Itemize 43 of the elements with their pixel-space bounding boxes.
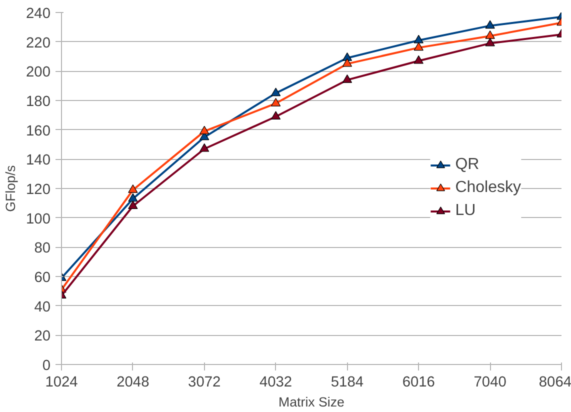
- point: [270, 111, 281, 120]
- point: [342, 58, 352, 67]
- legend-label: LU: [455, 202, 476, 220]
- point: [414, 34, 424, 44]
- y-tick-label: 200: [26, 64, 51, 81]
- y-tick-label: 40: [34, 299, 51, 316]
- x-tick-label: 3072: [188, 374, 221, 390]
- x-tick-label: 6016: [402, 374, 435, 390]
- point: [342, 74, 352, 83]
- x-tick-label: 1024: [45, 374, 78, 390]
- point: [342, 52, 352, 61]
- x-tick-label: 4032: [259, 374, 292, 390]
- y-axis-title: GFlop/s: [3, 164, 18, 212]
- y-tick-label: 160: [26, 123, 51, 140]
- y-tick-label: 180: [26, 94, 51, 110]
- point: [200, 143, 210, 152]
- point: [128, 200, 138, 209]
- point: [200, 126, 210, 134]
- y-tick-label: 100: [26, 211, 51, 228]
- y-tick-label: 60: [34, 270, 51, 286]
- point: [270, 88, 281, 96]
- y-tick-label: 220: [26, 35, 51, 52]
- x-tick-label: 2048: [116, 374, 150, 390]
- y-tick-label: 140: [26, 152, 51, 169]
- point: [270, 98, 281, 106]
- y-tick-label: 80: [34, 240, 51, 257]
- point: [414, 55, 424, 64]
- legend-label: QR: [455, 156, 480, 174]
- y-tick-label: 120: [26, 182, 51, 198]
- y-tick-label: 20: [34, 328, 51, 345]
- y-tick-label: 240: [26, 6, 51, 22]
- point: [414, 42, 424, 51]
- point: [128, 184, 138, 193]
- point: [128, 193, 138, 202]
- point: [485, 30, 495, 39]
- legend-label: Cholesky: [455, 179, 521, 197]
- y-tick-label: 0: [42, 358, 51, 374]
- x-tick-label: 7040: [474, 374, 506, 390]
- x-tick-label: 8064: [538, 374, 571, 390]
- x-tick-label: 5184: [330, 374, 364, 390]
- x-axis-title: Matrix Size: [278, 394, 344, 410]
- point: [485, 20, 495, 29]
- point: [485, 38, 495, 46]
